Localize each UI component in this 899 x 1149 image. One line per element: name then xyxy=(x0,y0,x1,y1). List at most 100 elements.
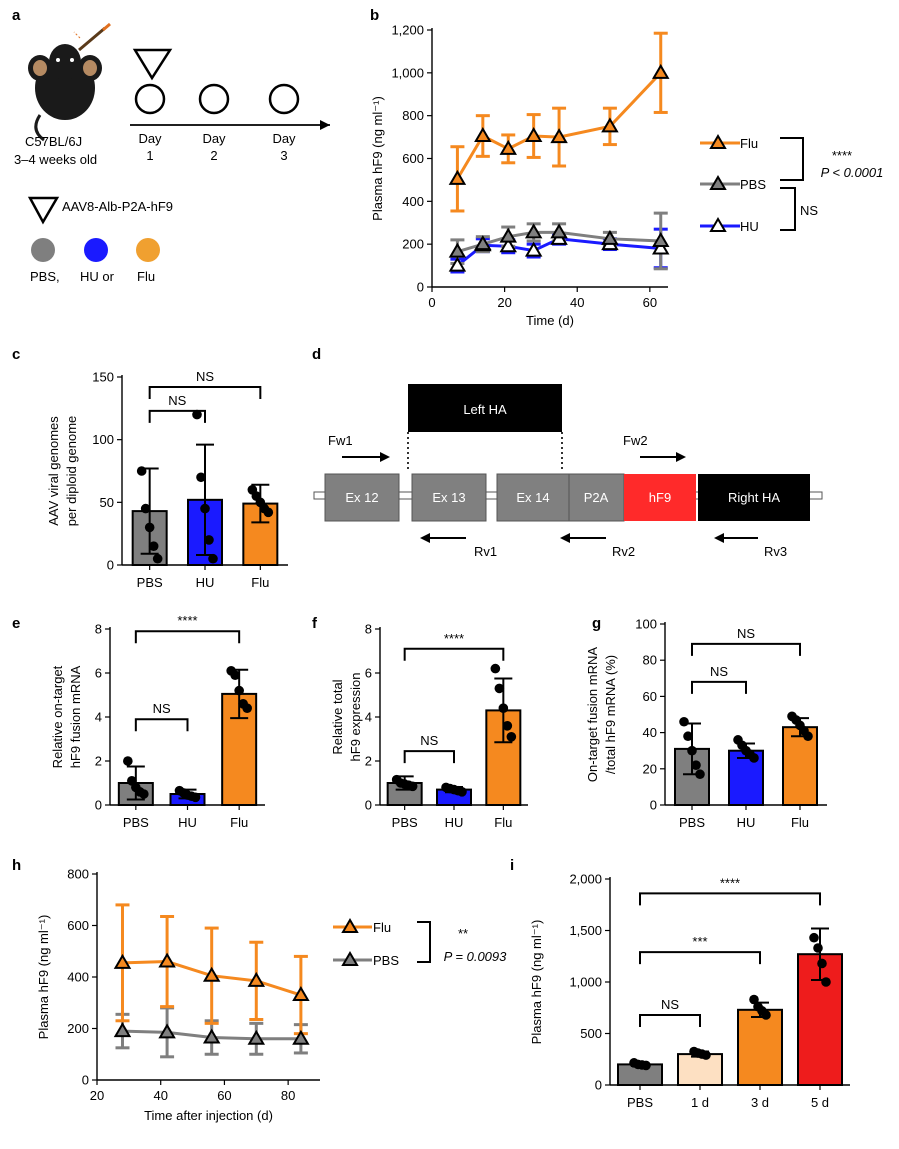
significance-label: *** xyxy=(692,934,707,949)
significance-bracket xyxy=(691,642,801,656)
data-point xyxy=(234,685,244,696)
data-point xyxy=(701,1050,711,1060)
data-point xyxy=(494,683,505,694)
significance-bracket xyxy=(403,750,455,764)
timeline-arrowhead xyxy=(320,120,330,130)
x-tick-label: PBS xyxy=(137,575,163,590)
x-tick-label: 5 d xyxy=(811,1095,829,1110)
primer-rv2-arrowhead xyxy=(560,533,570,543)
data-point xyxy=(123,756,133,766)
treat-flu: Flu xyxy=(137,269,155,284)
day-1-num: 1 xyxy=(146,148,153,163)
primer-fw1-label: Fw1 xyxy=(328,433,353,448)
point-flu xyxy=(524,127,543,143)
significance-bracket xyxy=(639,1013,701,1027)
y-axis-label-2: /total hF9 mRNA (%) xyxy=(603,655,618,774)
significance-bracket xyxy=(148,386,262,400)
data-point xyxy=(136,466,147,476)
y-tick-label: 500 xyxy=(580,1026,602,1041)
point-pbs xyxy=(158,1023,176,1039)
stat-stars: ** xyxy=(458,926,468,941)
point-pbs xyxy=(474,235,492,251)
y-axis-label-2: per diploid genome xyxy=(64,416,79,527)
x-tick-label: HU xyxy=(178,815,197,830)
significance-label: NS xyxy=(168,393,186,408)
significance-label: **** xyxy=(177,613,197,628)
data-point xyxy=(208,553,218,564)
point-hu xyxy=(524,241,543,257)
injection-triangle-icon xyxy=(132,48,173,81)
point-pbs xyxy=(651,231,670,247)
panel-label-e: e xyxy=(12,615,20,632)
y-tick-label: 8 xyxy=(365,622,372,637)
stat-bracket-pbs-hu xyxy=(780,187,796,231)
point-flu xyxy=(158,952,176,968)
dose-circle-2 xyxy=(198,83,230,115)
y-tick-label: 100 xyxy=(92,432,114,447)
primer-rv3-label: Rv3 xyxy=(764,544,787,559)
point-flu xyxy=(113,953,132,969)
panel-a: C57BL/6J 3–4 weeks old Day 1 Day 2 Day 3… xyxy=(14,22,330,284)
panel-label-d: d xyxy=(312,346,321,363)
y-tick-label: 800 xyxy=(402,108,424,123)
panel-label-a: a xyxy=(12,7,21,24)
panel-label-i: i xyxy=(510,857,514,874)
point-flu xyxy=(601,117,619,133)
exon-14-label: Ex 14 xyxy=(516,490,549,505)
point-pbs xyxy=(601,229,619,245)
panel-label-b: b xyxy=(370,7,379,24)
y-axis-label: On-target fusion mRNA xyxy=(585,647,600,782)
y-axis-label: Relative on-target xyxy=(50,665,65,768)
stat-p-value: P < 0.0001 xyxy=(821,165,884,180)
significance-label: NS xyxy=(661,997,679,1012)
chart-i: 0 500 1,000 1,500 2,000 Plasma hF9 (ng ml⁻¹) P… xyxy=(529,872,850,1110)
x-axis-label: Time (d) xyxy=(526,313,574,328)
y-tick-label: 4 xyxy=(95,710,102,725)
aav-label: AAV8-Alb-P2A-hF9 xyxy=(62,199,173,214)
y-tick-label: 0 xyxy=(95,798,102,813)
y-axis-label: Plasma hF9 (ng ml⁻¹) xyxy=(36,915,51,1040)
flu-dot-icon xyxy=(136,238,160,262)
x-tick-label: HU xyxy=(445,815,464,830)
stat-p-value: P = 0.0093 xyxy=(444,949,508,964)
legend-marker-hu xyxy=(709,217,727,232)
panel-label-f: f xyxy=(312,615,318,632)
point-flu xyxy=(550,128,568,144)
x-tick-label: 1 d xyxy=(691,1095,709,1110)
y-tick-label: 800 xyxy=(67,867,89,882)
legend-label-flu: Flu xyxy=(373,920,391,935)
x-tick-label: Flu xyxy=(791,815,809,830)
y-tick-label: 100 xyxy=(635,617,657,632)
significance-bracket xyxy=(691,680,747,694)
x-tick-label: 60 xyxy=(643,295,657,310)
data-point xyxy=(144,522,155,533)
y-axis-label-2: hF9 expression xyxy=(348,673,363,762)
data-point xyxy=(498,703,509,713)
data-point xyxy=(502,721,513,731)
stat-bracket-flu-pbs xyxy=(780,137,804,181)
point-hu xyxy=(499,237,517,253)
point-flu xyxy=(474,127,492,143)
right-ha-box xyxy=(698,474,810,521)
exon-12-box xyxy=(324,473,400,522)
data-point xyxy=(821,977,831,987)
bar-flu xyxy=(782,726,818,806)
y-axis-label: Relative total xyxy=(330,679,345,754)
x-tick-label: PBS xyxy=(627,1095,653,1110)
aav-triangle-icon xyxy=(27,196,60,225)
x-tick-label: 20 xyxy=(497,295,511,310)
y-tick-label: 60 xyxy=(643,689,657,704)
data-point xyxy=(761,1010,771,1020)
y-tick-label: 400 xyxy=(402,194,424,209)
x-tick-label: 20 xyxy=(90,1088,104,1103)
x-tick-label: PBS xyxy=(392,815,418,830)
y-tick-label: 150 xyxy=(92,370,114,385)
point-pbs xyxy=(499,227,517,243)
data-point xyxy=(749,753,759,763)
panel-label-h: h xyxy=(12,857,21,874)
x-tick-label: 40 xyxy=(153,1088,167,1103)
data-point xyxy=(641,1060,651,1071)
x-tick-label: Flu xyxy=(251,575,269,590)
significance-label: NS xyxy=(737,626,755,641)
